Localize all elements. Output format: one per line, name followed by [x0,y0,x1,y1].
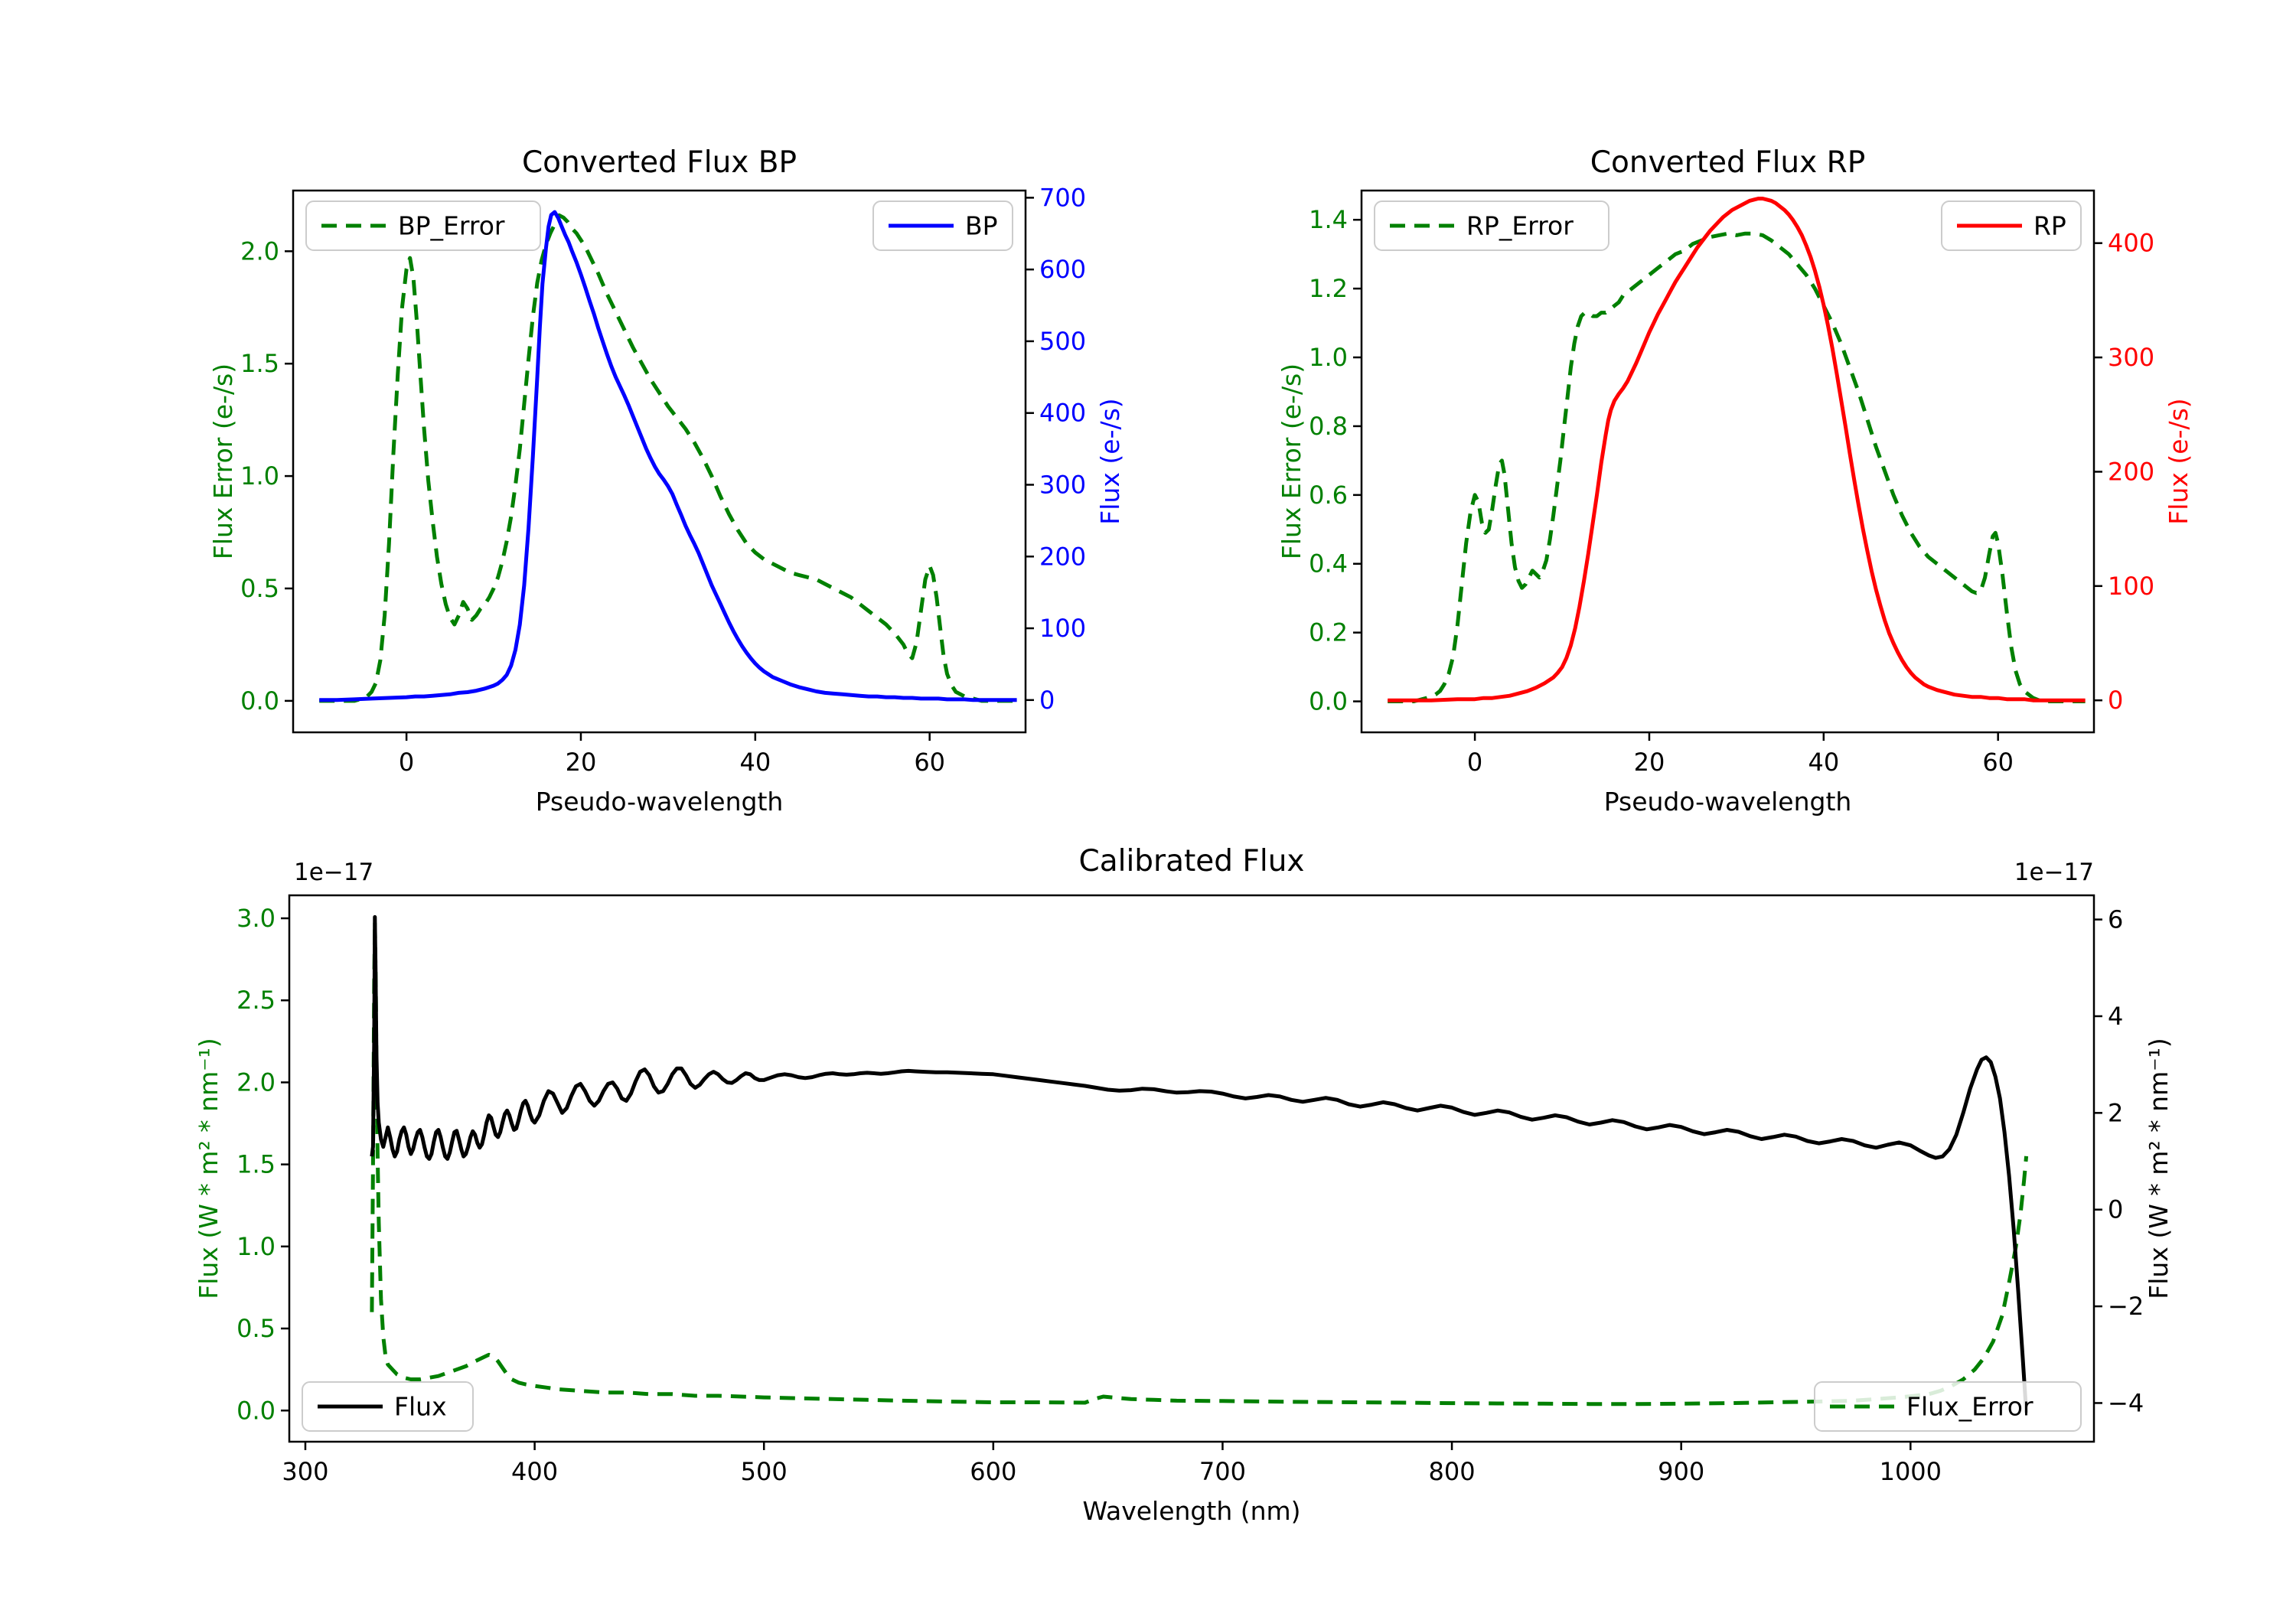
x-tick-label: 60 [1982,748,2014,777]
legend-label: Flux_Error [1906,1392,2033,1422]
x-tick-label: 800 [1429,1457,1476,1486]
bp-xlabel: Pseudo-wavelength [536,787,784,817]
series-Flux [370,914,2029,1413]
left-tick-label: 0.4 [1309,549,1348,579]
right-tick-label: 400 [2108,229,2154,258]
legend-Flux: Flux [302,1381,474,1432]
x-tick-label: 20 [1634,748,1665,777]
x-tick-label: 20 [566,748,597,777]
legend-box [1374,200,1609,251]
left-tick-label: 0.5 [236,1314,276,1343]
left-tick-label: 0.0 [236,1396,276,1425]
legend-box [1814,1381,2082,1432]
right-tick-label: 500 [1039,327,1086,356]
right-tick-label: 6 [2108,905,2123,934]
series-BP [319,210,1017,702]
bp-title: Converted Flux BP [522,145,797,180]
rp-left-ylabel: Flux Error (e-/s) [1277,363,1306,559]
x-tick-label: 600 [970,1457,1016,1486]
right-tick-label: 0 [2108,686,2123,715]
bp-axes-frame [292,189,1027,734]
legend-BP_Error: BP_Error [305,200,541,251]
bp-right-ylabel: Flux (e-/s) [1095,398,1125,524]
legend-box [302,1381,474,1432]
cal-right-ylabel: Flux (W * m² * nm⁻¹) [2144,1038,2174,1299]
left-tick-label: 0.0 [240,686,279,715]
right-tick-label: −2 [2108,1292,2144,1321]
series-BP_Error [319,213,1017,703]
right-tick-label: −4 [2108,1388,2144,1417]
cal-title: Calibrated Flux [1079,844,1305,878]
bp-left-ylabel: Flux Error (e-/s) [208,363,238,559]
bp-chart: 0 20 40 60 0.0 0.5 1.0 1.5 2.0 0 100 200 300 400 500 60… [208,145,1125,817]
x-tick-label: 0 [399,748,414,777]
cal-xlabel: Wavelength (nm) [1082,1496,1300,1526]
left-tick-label: 2.0 [240,236,279,266]
legend-label: BP [965,211,998,241]
rp-right-ylabel: Flux (e-/s) [2164,398,2193,524]
cal-left-offset-text: 1e−17 [294,859,373,886]
right-tick-label: 200 [1039,542,1086,571]
legend-label: BP_Error [398,211,505,241]
x-tick-label: 0 [1467,748,1482,777]
right-tick-label: 700 [1039,183,1086,212]
legend-BP: BP [872,200,1013,251]
cal-right-offset-text: 1e−17 [2014,859,2094,886]
left-tick-label: 3.0 [236,904,276,933]
left-tick-label: 1.5 [240,349,279,378]
right-tick-label: 400 [1039,399,1086,428]
x-tick-label: 40 [1808,748,1839,777]
left-tick-label: 1.5 [236,1150,276,1179]
rp-axes-frame [1360,189,2095,734]
series-RP [1388,197,2086,702]
series-RP_Error [1388,231,2086,703]
x-tick-label: 300 [282,1457,328,1486]
left-tick-label: 0.8 [1309,412,1348,441]
cal-chart: 300 400 500 600 700 800 900 1000 0.0 0.5 1.0 1.5 2.0… [194,844,2174,1526]
cal-left-ylabel: Flux (W * m² * nm⁻¹) [194,1038,223,1299]
x-tick-label: 900 [1658,1457,1704,1486]
legend-RP_Error: RP_Error [1374,200,1609,251]
right-tick-label: 100 [2108,572,2154,601]
rp-xlabel: Pseudo-wavelength [1604,787,1852,817]
right-tick-label: 0 [2108,1195,2123,1224]
legend-Flux_Error: Flux_Error [1814,1381,2082,1432]
left-tick-label: 2.5 [236,986,276,1015]
x-tick-label: 400 [511,1457,558,1486]
rp-title: Converted Flux RP [1590,145,1865,180]
legend-label: Flux [394,1392,447,1422]
right-tick-label: 600 [1039,255,1086,284]
rp-chart: 0 20 40 60 0.0 0.2 0.4 0.6 0.8 1.0 1.2 1.4 0 100 200 30… [1277,145,2193,817]
right-tick-label: 300 [1039,470,1086,499]
left-tick-label: 1.0 [240,461,279,491]
right-tick-label: 100 [1039,614,1086,643]
x-tick-label: 500 [741,1457,788,1486]
cal-axes-frame [288,894,2095,1443]
left-tick-label: 1.0 [1309,343,1348,372]
x-tick-label: 40 [739,748,771,777]
right-tick-label: 2 [2108,1098,2123,1127]
left-tick-label: 0.2 [1309,618,1348,647]
left-tick-label: 0.6 [1309,481,1348,510]
left-tick-label: 0.5 [240,574,279,603]
series-Flux_Error [370,919,2029,1407]
left-tick-label: 1.0 [236,1232,276,1261]
x-tick-label: 1000 [1880,1457,1942,1486]
right-tick-label: 0 [1039,686,1055,715]
x-tick-label: 60 [914,748,945,777]
x-tick-label: 700 [1199,1457,1246,1486]
left-tick-label: 0.0 [1309,687,1348,716]
legend-box [305,200,541,251]
right-tick-label: 4 [2108,1002,2123,1031]
legend-label: RP_Error [1466,211,1574,241]
right-tick-label: 200 [2108,457,2154,486]
right-tick-label: 300 [2108,343,2154,372]
left-tick-label: 1.2 [1309,274,1348,303]
legend-label: RP [2033,211,2066,241]
left-tick-label: 2.0 [236,1068,276,1097]
left-tick-label: 1.4 [1309,205,1348,234]
legend-RP: RP [1941,200,2082,251]
